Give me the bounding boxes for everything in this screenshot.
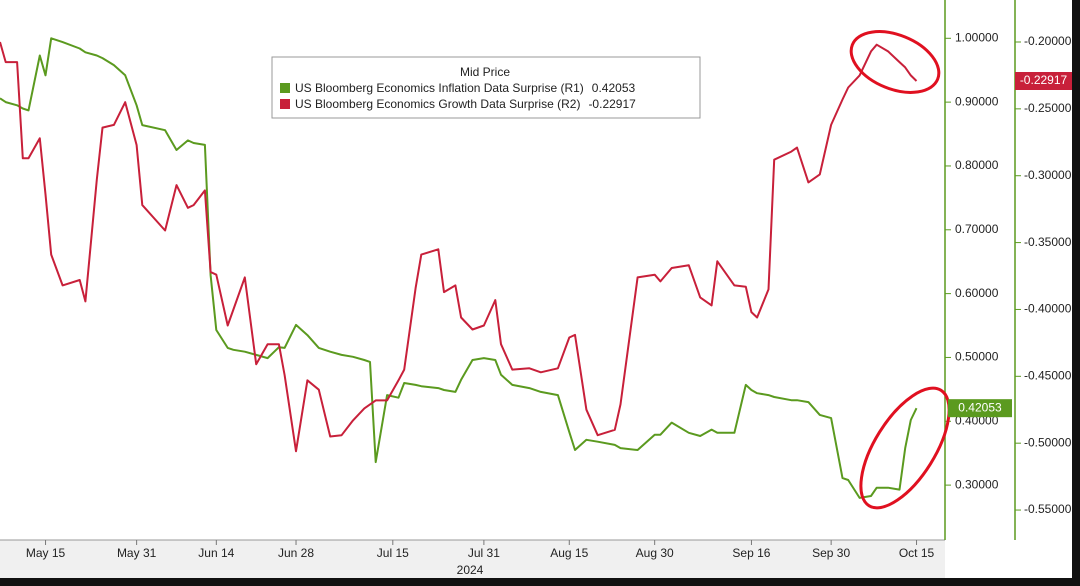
x-tick-label: Jun 28 xyxy=(278,546,314,560)
y-tick-label: 0.30000 xyxy=(955,477,999,491)
x-tick-label: May 15 xyxy=(26,546,66,560)
legend-entry: US Bloomberg Economics Inflation Data Su… xyxy=(295,81,636,95)
last-value-label: 0.42053 xyxy=(958,400,1002,414)
y-tick-label: 0.60000 xyxy=(955,286,999,300)
series-line xyxy=(0,37,918,499)
last-value-flag xyxy=(1015,72,1072,90)
legend-box xyxy=(271,56,701,119)
y2-tick-label: -0.55000 xyxy=(1024,502,1072,516)
y2-tick-label: -0.30000 xyxy=(1024,168,1072,182)
y-tick-label: 0.90000 xyxy=(955,94,999,108)
x-tick-label: Oct 15 xyxy=(899,546,935,560)
x-tick-label: Jul 15 xyxy=(377,546,409,560)
legend-label: US Bloomberg Economics Growth Data Surpr… xyxy=(295,97,580,111)
x-tick-label: May 31 xyxy=(117,546,157,560)
legend-entry: US Bloomberg Economics Growth Data Surpr… xyxy=(295,97,636,111)
frame-edge xyxy=(0,578,1080,586)
y-tick-label: 0.50000 xyxy=(955,350,999,364)
y-tick-label: 1.00000 xyxy=(955,30,999,44)
legend-label: US Bloomberg Economics Inflation Data Su… xyxy=(295,81,584,95)
legend-title: Mid Price xyxy=(460,65,510,79)
x-axis-band xyxy=(0,540,945,578)
y2-tick-label: -0.45000 xyxy=(1024,368,1072,382)
x-tick-label: Sep 30 xyxy=(812,546,850,560)
last-value-flag xyxy=(948,399,1012,418)
annotation-circle xyxy=(859,386,951,510)
y2-tick-label: -0.25000 xyxy=(1024,101,1072,115)
x-tick-label: Aug 30 xyxy=(636,546,674,560)
legend: Mid Price US Bloomberg Economics Inflati… xyxy=(271,56,701,119)
y-tick-label: 0.80000 xyxy=(955,158,999,172)
series-line xyxy=(0,41,918,453)
last-value-label: -0.22917 xyxy=(1020,73,1068,87)
y-tick-label: 0.70000 xyxy=(955,222,999,236)
y2-tick-label: -0.20000 xyxy=(1024,34,1072,48)
plot-area: May 15 May 31 Jun 14 Jun 28 Jul 15 Jul 31 Aug … xyxy=(0,30,1072,560)
legend-value: -0.22917 xyxy=(588,97,636,111)
y2-tick-label: -0.40000 xyxy=(1024,302,1072,316)
frame-edge xyxy=(1072,0,1080,586)
x-tick-label: Sep 16 xyxy=(732,546,770,560)
y2-tick-label: -0.35000 xyxy=(1024,235,1072,249)
legend-swatch xyxy=(280,99,290,109)
legend-value: 0.42053 xyxy=(592,81,636,95)
x-tick-label: Jun 14 xyxy=(198,546,234,560)
annotation-circle xyxy=(849,30,941,94)
x-tick-label: Jul 31 xyxy=(468,546,500,560)
x-tick-label: Aug 15 xyxy=(550,546,588,560)
y2-tick-label: -0.50000 xyxy=(1024,435,1072,449)
x-axis-label: 2024 xyxy=(457,563,484,577)
legend-swatch xyxy=(280,83,290,93)
